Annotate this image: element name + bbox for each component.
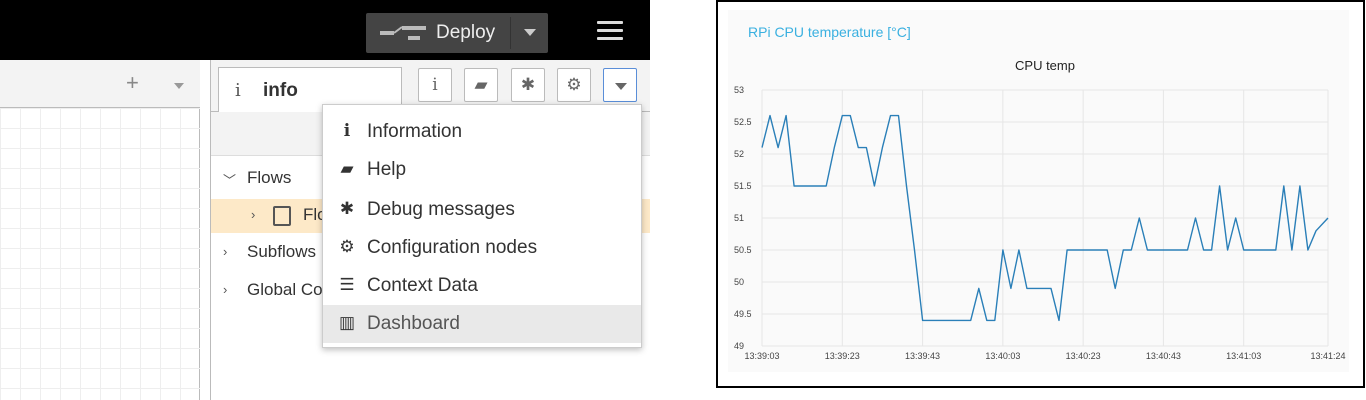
info-icon[interactable]: i (418, 68, 452, 102)
y-tick-label: 53 (734, 85, 744, 95)
workspace-canvas-grid[interactable] (0, 108, 200, 400)
y-tick-label: 51 (734, 213, 744, 223)
tree-row-global-config[interactable]: › Global Co (211, 274, 650, 308)
menu-item-label: Configuration nodes (367, 237, 538, 258)
sidebar-dropdown-menu: i Information ▰ Help ✱ Debug messages ⚙ … (322, 104, 642, 348)
sidebar-menu-button[interactable] (603, 68, 637, 102)
deploy-caret-icon[interactable] (524, 29, 536, 36)
x-tick-label: 13:40:23 (1066, 351, 1101, 361)
y-tick-label: 50 (734, 277, 744, 287)
tree-row-subflows[interactable]: › Subflows (211, 236, 650, 270)
group-title: RPi CPU temperature [°C] (748, 24, 911, 40)
workspace: + (0, 60, 200, 400)
menu-item-help[interactable]: ▰ Help (323, 151, 641, 189)
series-line-cpu-temp (761, 114, 1329, 322)
menu-item-label: Information (367, 121, 463, 142)
gear-icon[interactable]: ⚙ (557, 68, 591, 102)
tree-row-flows[interactable]: ﹀ Flows (211, 162, 650, 196)
tree-label: Flo (303, 205, 327, 224)
y-tick-label: 49.5 (734, 309, 752, 319)
menu-item-label: Dashboard (367, 313, 460, 334)
bar-chart-icon: ▥ (338, 313, 356, 332)
menu-item-label: Context Data (367, 275, 478, 296)
add-flow-icon[interactable]: + (126, 70, 139, 95)
cpu-temp-chart[interactable]: CPU temp 49 49.5 50 50.5 51 51.5 52 52.5 53 13:39:… (728, 10, 1349, 372)
book-icon[interactable]: ▰ (464, 68, 498, 102)
menu-item-label: Debug messages (367, 199, 515, 220)
book-icon: ▰ (340, 159, 354, 178)
deploy-button[interactable]: Deploy (366, 13, 548, 53)
x-tick-label: 13:41:03 (1226, 351, 1261, 361)
workspace-tab-bar: + (0, 60, 200, 108)
y-tick-label: 50.5 (734, 245, 752, 255)
tab-info-label: info (263, 80, 298, 101)
deploy-label: Deploy (436, 22, 496, 43)
x-tick-label: 13:41:24 (1310, 351, 1345, 361)
menu-item-label: Help (367, 159, 407, 180)
info-icon: i (235, 80, 241, 101)
bug-icon[interactable]: ✱ (511, 68, 545, 102)
menu-item-dashboard[interactable]: ▥ Dashboard (323, 305, 641, 343)
y-tick-label: 52.5 (734, 117, 752, 127)
x-tick-label: 13:40:03 (985, 351, 1020, 361)
tree-label: Subflows (247, 242, 316, 261)
chevron-down-icon (615, 83, 627, 90)
y-tick-label: 51.5 (734, 181, 752, 191)
tree-label: Flows (247, 168, 292, 187)
info-icon: i (343, 121, 351, 141)
x-tick-label: 13:40:43 (1146, 351, 1181, 361)
menu-item-context-data[interactable]: ☰ Context Data (323, 267, 641, 305)
sidebar-tab-bar: i info i ▰ ✱ ⚙ (211, 60, 650, 113)
deploy-icon (380, 26, 426, 40)
deploy-separator (510, 17, 511, 49)
x-tick-label: 13:39:43 (905, 351, 940, 361)
chevron-right-icon: › (251, 207, 256, 222)
menu-item-debug-messages[interactable]: ✱ Debug messages (323, 191, 641, 229)
menu-item-configuration-nodes[interactable]: ⚙ Configuration nodes (323, 229, 641, 267)
database-icon: ☰ (339, 275, 355, 294)
dashboard-group: RPi CPU temperature [°C] CPU temp 49 49.5 5… (728, 10, 1349, 372)
chevron-right-icon: › (223, 282, 228, 297)
gear-icon: ⚙ (339, 237, 355, 256)
x-tick-label: 13:39:23 (825, 351, 860, 361)
flow-icon (273, 206, 291, 226)
dashboard-panel: RPi CPU temperature [°C] CPU temp 49 49.5 5… (716, 0, 1365, 388)
workspace-menu-caret-icon[interactable] (174, 83, 184, 89)
menu-item-information[interactable]: i Information (323, 113, 641, 151)
chart-title: CPU temp (1015, 58, 1075, 73)
node-red-editor: Deploy + i info i ▰ ✱ (0, 0, 650, 400)
chevron-right-icon: › (223, 244, 228, 259)
bug-icon: ✱ (339, 199, 355, 218)
x-tick-label: 13:39:03 (744, 351, 779, 361)
main-menu-icon[interactable] (597, 21, 623, 41)
y-tick-label: 52 (734, 149, 744, 159)
chevron-down-icon: ﹀ (223, 173, 237, 188)
y-tick-label: 49 (734, 341, 744, 351)
editor-header: Deploy (0, 0, 650, 60)
tree-label: Global Co (247, 280, 323, 299)
